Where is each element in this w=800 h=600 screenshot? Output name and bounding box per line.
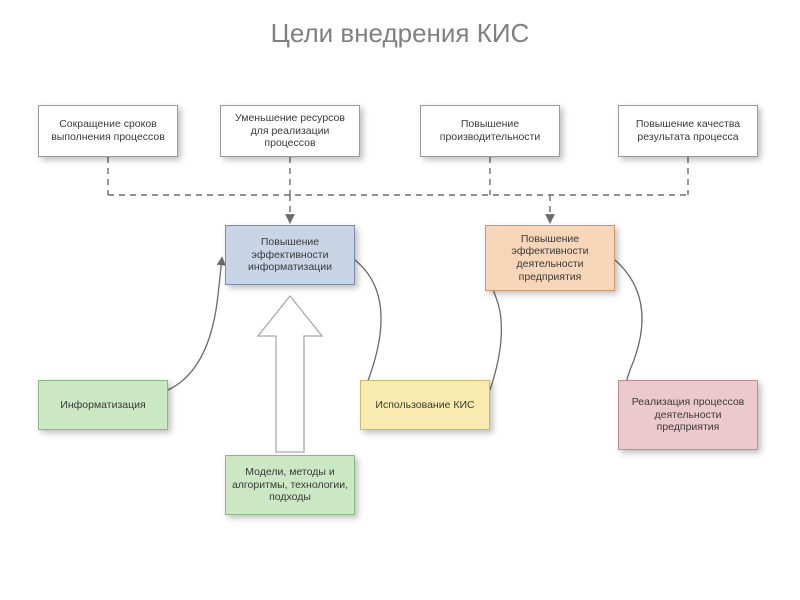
node-quality: Повышение качества результата процесса (618, 105, 758, 157)
node-info-efficiency: Повышение эффективности информатизации (225, 225, 355, 285)
node-reduce-resources: Уменьшение ресурсов для реализации проце… (220, 105, 360, 157)
edge-n7-n5 (168, 258, 222, 390)
node-methods-models: Модели, методы и алгоритмы, технологии, … (225, 455, 355, 515)
edge-n6-n9 (615, 260, 642, 395)
edge-n8-n6 (488, 275, 501, 390)
node-productivity: Повышение производительности (420, 105, 560, 157)
node-enterprise-efficiency: Повышение эффективности деятельности пре… (485, 225, 615, 291)
node-informatization: Информатизация (38, 380, 168, 430)
node-processes-realization: Реализация процессов деятельности предпр… (618, 380, 758, 450)
big-arrow (258, 296, 322, 452)
node-reduce-time: Сокращение сроков выполнения процессов (38, 105, 178, 157)
edge-n5-n8 (355, 260, 381, 398)
connectors (0, 0, 800, 600)
node-cis-usage: Использование КИС (360, 380, 490, 430)
page-title: Цели внедрения КИС (0, 18, 800, 49)
